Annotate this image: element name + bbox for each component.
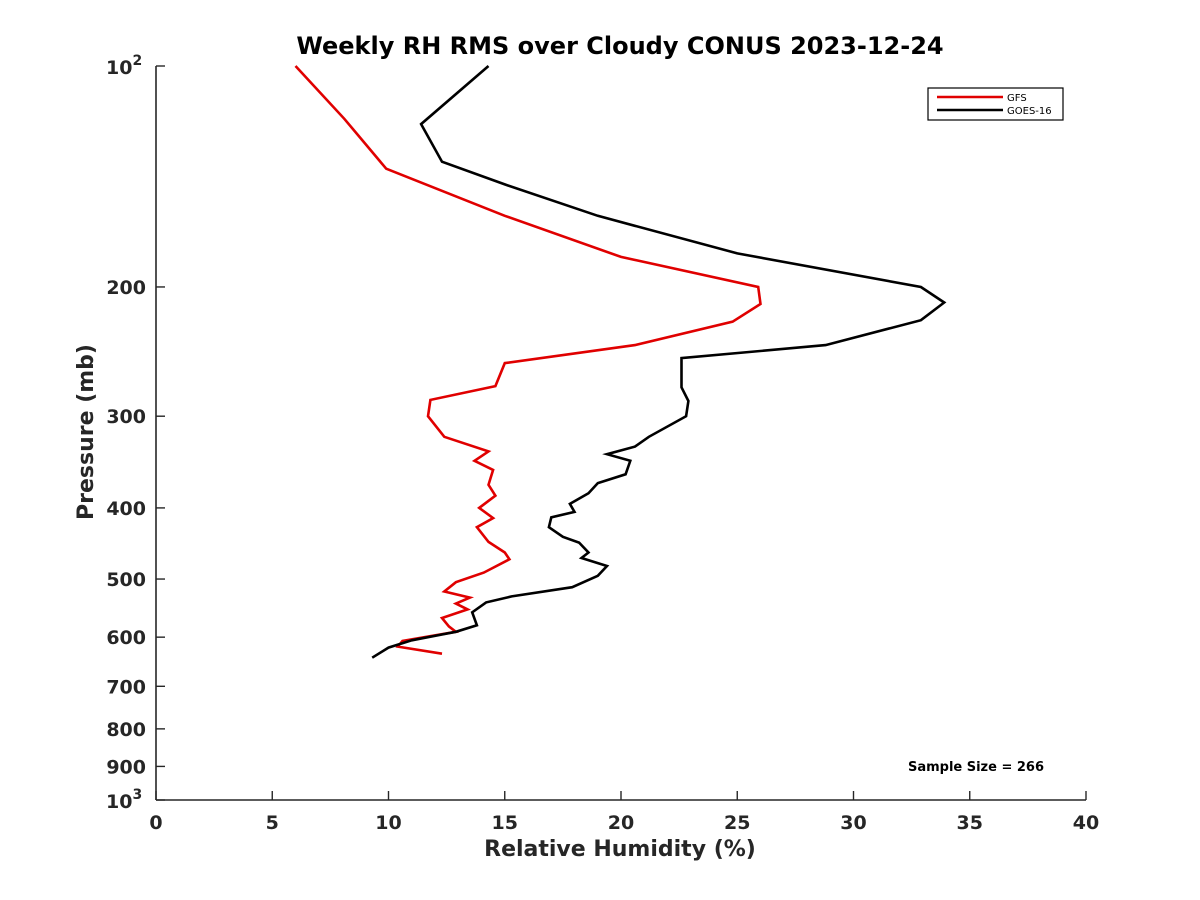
y-tick-label: 800 bbox=[106, 719, 146, 741]
y-tick-label: 700 bbox=[106, 676, 146, 698]
legend-label-goes-16: GOES-16 bbox=[1007, 106, 1052, 117]
y-tick-label: 600 bbox=[106, 627, 146, 649]
y-tick-label: 200 bbox=[106, 277, 146, 299]
y-tick-label: 900 bbox=[106, 756, 146, 778]
x-tick-label: 40 bbox=[1073, 812, 1099, 834]
series-layer bbox=[294, 65, 947, 659]
legend: GFS GOES-16 bbox=[927, 87, 1064, 121]
plot-area: 0 5 10 15 20 25 30 35 40 102 200 300 400 500 600 700 800… bbox=[106, 53, 1099, 834]
x-tick-label: 30 bbox=[840, 812, 866, 834]
y-axis-label: Pressure (mb) bbox=[74, 344, 99, 520]
y-tick-label: 500 bbox=[106, 569, 146, 591]
y-tick-label: 400 bbox=[106, 498, 146, 520]
x-axis-label: Relative Humidity (%) bbox=[484, 837, 756, 862]
y-tick-label: 103 bbox=[106, 787, 142, 813]
x-tick-label: 5 bbox=[266, 812, 279, 834]
legend-label-gfs: GFS bbox=[1007, 93, 1027, 104]
y-tick-label: 102 bbox=[106, 53, 142, 79]
series-line-goes-16 bbox=[371, 65, 947, 659]
series-line-gfs bbox=[294, 65, 762, 655]
x-tick-label: 25 bbox=[724, 812, 750, 834]
x-tick-label: 15 bbox=[492, 812, 518, 834]
x-tick-label: 10 bbox=[375, 812, 401, 834]
sample-size-annotation: Sample Size = 266 bbox=[908, 760, 1044, 775]
x-tick-label: 20 bbox=[608, 812, 634, 834]
y-tick-label: 300 bbox=[106, 406, 146, 428]
x-tick-label: 35 bbox=[957, 812, 983, 834]
x-tick-label: 0 bbox=[149, 812, 162, 834]
chart-title: Weekly RH RMS over Cloudy CONUS 2023-12-… bbox=[296, 32, 943, 60]
legend-box bbox=[927, 87, 1064, 121]
